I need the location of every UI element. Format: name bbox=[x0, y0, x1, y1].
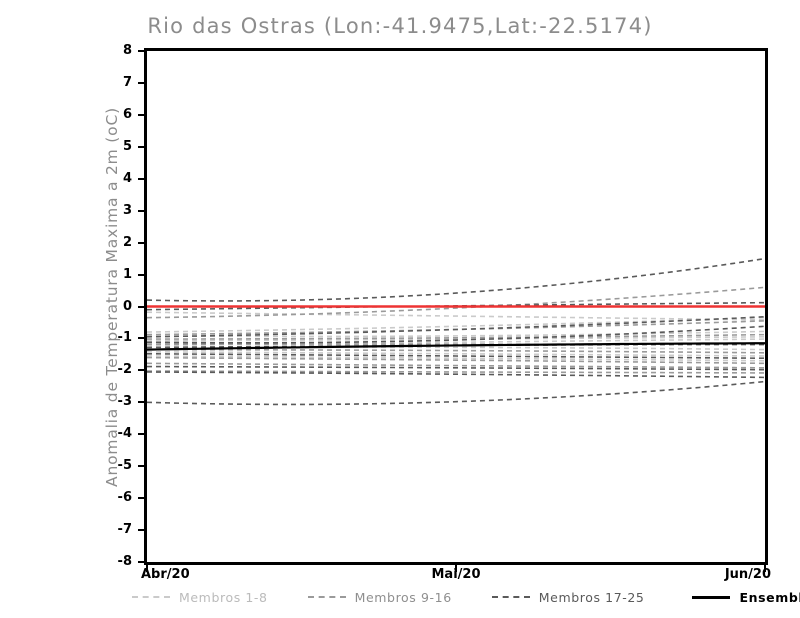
x-tick-mark bbox=[146, 565, 148, 572]
y-tick-mark bbox=[138, 145, 145, 148]
member-line bbox=[147, 348, 765, 354]
legend-swatch-icon bbox=[132, 596, 170, 598]
x-tick-mark bbox=[455, 565, 457, 572]
y-tick-mark bbox=[138, 337, 145, 340]
legend-label: Ensemble Mean bbox=[739, 589, 800, 605]
y-tick-mark bbox=[138, 369, 145, 372]
y-tick-mark bbox=[138, 561, 145, 563]
member-line bbox=[147, 286, 765, 319]
ensemble-mean-line bbox=[147, 342, 765, 351]
y-tick-label: -3 bbox=[117, 394, 132, 410]
y-tick-label: -5 bbox=[117, 458, 132, 474]
y-tick-label: -7 bbox=[117, 522, 132, 538]
legend-swatch-icon bbox=[692, 595, 731, 599]
legend-item[interactable]: Membros 9-16 bbox=[307, 589, 452, 605]
member-line bbox=[147, 352, 765, 360]
y-tick-label: 8 bbox=[122, 43, 132, 58]
y-tick-mark bbox=[138, 273, 145, 276]
y-tick-label: 6 bbox=[122, 106, 132, 122]
legend-swatch-icon bbox=[491, 596, 530, 598]
member-line bbox=[147, 315, 765, 338]
series-lines bbox=[147, 257, 765, 406]
legend-label: Membros 1-8 bbox=[179, 589, 268, 605]
y-tick-mark bbox=[138, 529, 145, 532]
y-tick-mark bbox=[138, 433, 145, 436]
y-tick-mark bbox=[138, 177, 145, 180]
y-tick-label: -2 bbox=[117, 362, 132, 378]
member-line bbox=[147, 370, 765, 374]
legend-item[interactable]: Ensemble Mean bbox=[692, 590, 800, 605]
member-line bbox=[147, 356, 765, 365]
member-line bbox=[147, 311, 765, 321]
y-tick-label: -1 bbox=[117, 330, 132, 346]
member-line bbox=[147, 351, 765, 357]
member-line bbox=[147, 380, 765, 406]
y-tick-label: 3 bbox=[122, 202, 132, 218]
y-tick-mark bbox=[138, 401, 145, 404]
legend-item[interactable]: Membros 17-25 bbox=[491, 589, 645, 605]
y-tick-label: 4 bbox=[122, 170, 132, 186]
member-line bbox=[147, 333, 765, 340]
y-tick-label: 5 bbox=[122, 138, 132, 154]
y-tick-mark bbox=[138, 497, 145, 500]
y-tick-mark bbox=[138, 50, 145, 52]
y-tick-label: 7 bbox=[122, 74, 132, 90]
plot-lines-container bbox=[147, 51, 765, 562]
x-tick-label: Mai/20 bbox=[431, 567, 481, 582]
member-line bbox=[147, 336, 765, 342]
x-tick-label: Jun/20 bbox=[724, 567, 771, 582]
member-line bbox=[147, 371, 765, 379]
legend-label: Membros 9-16 bbox=[354, 589, 452, 605]
member-line bbox=[147, 330, 765, 338]
y-tick-label: 1 bbox=[122, 266, 132, 282]
chart-title: Rio das Ostras (Lon:-41.9475,Lat:-22.517… bbox=[147, 14, 653, 38]
y-tick-label: -6 bbox=[117, 490, 132, 506]
member-line bbox=[147, 355, 765, 362]
y-tick-mark bbox=[138, 465, 145, 468]
member-line bbox=[147, 257, 765, 302]
legend-item[interactable]: Membros 1-8 bbox=[132, 590, 268, 605]
chart-legend: Membros 1-8 Membros 9-16 Membros 17-25 Ense… bbox=[132, 586, 800, 608]
plot-area bbox=[144, 48, 768, 565]
y-tick-label: 2 bbox=[122, 234, 132, 250]
legend-label: Membros 17-25 bbox=[538, 589, 645, 605]
y-tick-mark bbox=[138, 209, 145, 212]
legend-swatch-icon bbox=[307, 596, 346, 598]
y-tick-label: 0 bbox=[122, 298, 132, 314]
y-tick-label: -4 bbox=[117, 426, 132, 442]
y-tick-label: -8 bbox=[117, 554, 132, 569]
y-tick-mark bbox=[138, 113, 145, 116]
x-tick-mark bbox=[764, 565, 766, 572]
x-tick-label: Abr/20 bbox=[141, 567, 190, 582]
member-line bbox=[147, 362, 765, 369]
y-tick-mark bbox=[138, 81, 145, 84]
y-tick-mark bbox=[138, 305, 145, 308]
y-tick-mark bbox=[138, 241, 145, 244]
member-line bbox=[147, 365, 765, 371]
member-line bbox=[147, 325, 765, 344]
